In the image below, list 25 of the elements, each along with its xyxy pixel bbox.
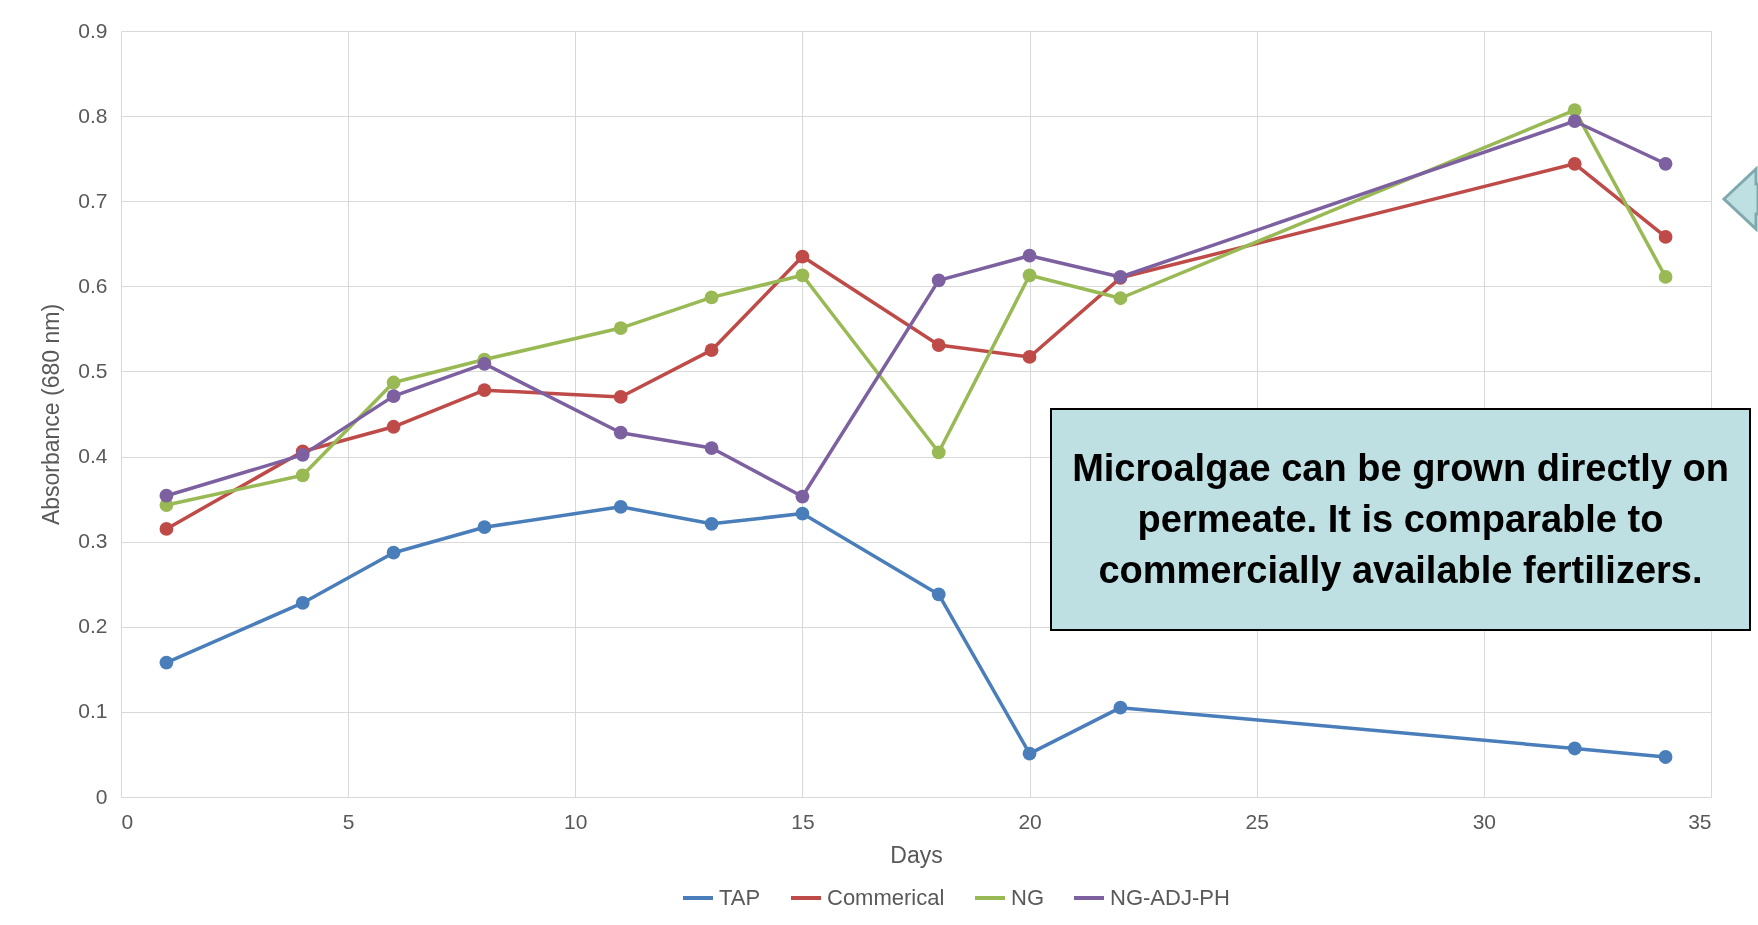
- y-axis-title: Absorbance (680 nm): [38, 303, 65, 526]
- y-tick-label: 0: [95, 784, 108, 808]
- y-tick-label: 0.5: [78, 358, 108, 382]
- x-tick-label: 5: [342, 809, 355, 833]
- y-tick-label: 0.8: [78, 103, 108, 127]
- x-tick-label: 30: [1472, 809, 1497, 833]
- legend-label: NG: [1011, 885, 1044, 910]
- y-tick-label: 0.2: [78, 614, 108, 638]
- legend-label: NG-ADJ-PH: [1110, 885, 1230, 910]
- x-tick-label: 15: [791, 809, 815, 833]
- x-tick-label: 10: [564, 809, 588, 833]
- x-tick-label: 0: [121, 809, 134, 833]
- x-axis-title: Days: [890, 841, 943, 868]
- x-tick-label: 35: [1688, 809, 1712, 833]
- legend-label: Commerical: [827, 885, 945, 910]
- annotation: Microalgae can be grown directly on permeate. It is comparable to commercially available fertilizers.: [1050, 408, 1751, 631]
- y-tick-label: 0.1: [78, 699, 108, 723]
- y-tick-label: 0.9: [78, 18, 108, 42]
- y-tick-label: 0.7: [78, 188, 108, 212]
- y-tick-label: 0.4: [78, 444, 108, 468]
- y-tick-label: 0.3: [78, 529, 108, 553]
- x-tick-label: 20: [1018, 809, 1042, 833]
- legend-label: TAP: [719, 885, 761, 910]
- x-tick-label: 25: [1245, 809, 1269, 833]
- y-tick-label: 0.6: [78, 273, 108, 297]
